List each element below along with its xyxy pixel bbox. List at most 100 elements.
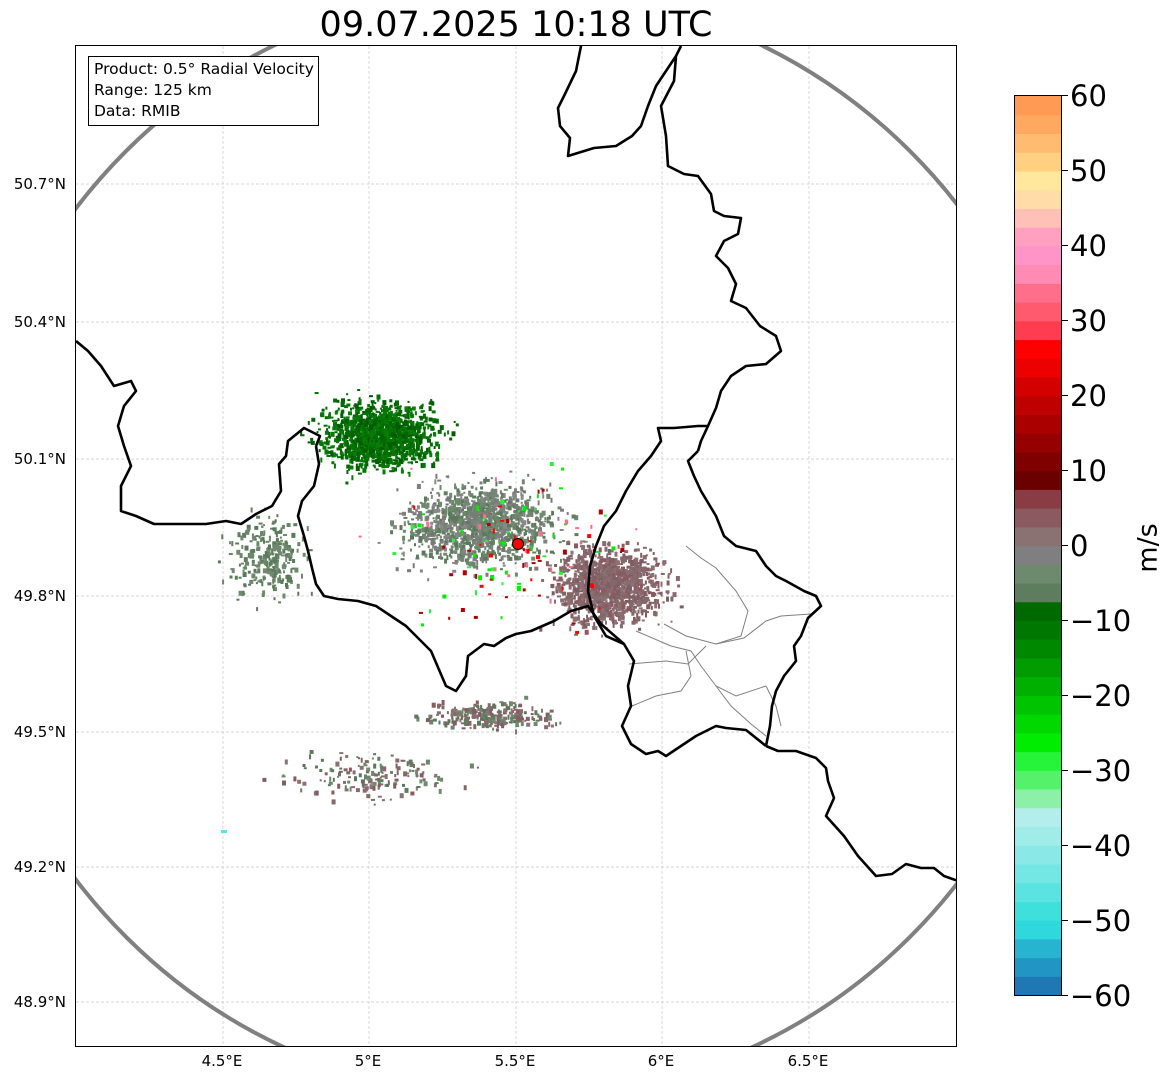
radar-pixel bbox=[363, 437, 366, 440]
radar-pixel bbox=[526, 499, 531, 502]
radar-pixel bbox=[584, 623, 588, 629]
radar-pixel bbox=[562, 581, 566, 585]
radar-pixel bbox=[577, 614, 580, 620]
radar-pixel bbox=[480, 486, 484, 490]
radar-pixel bbox=[400, 558, 405, 561]
radar-pixel bbox=[283, 534, 287, 536]
radar-pixel bbox=[605, 569, 610, 575]
radar-pixel bbox=[472, 500, 476, 506]
colorbar-band bbox=[1015, 189, 1061, 209]
radar-pixel bbox=[430, 521, 434, 525]
radar-pixel bbox=[580, 559, 583, 564]
radar-pixel bbox=[251, 573, 256, 579]
radar-pixel bbox=[346, 470, 349, 474]
radar-pixel bbox=[613, 586, 616, 590]
radar-pixel bbox=[385, 417, 390, 422]
radar-pixel bbox=[494, 724, 499, 727]
radar-pixel bbox=[324, 449, 329, 455]
colorbar-band bbox=[1015, 657, 1061, 678]
radar-pixel bbox=[453, 708, 458, 712]
radar-pixel bbox=[461, 508, 465, 512]
colorbar-tick bbox=[1062, 545, 1068, 546]
radar-pixel bbox=[581, 626, 585, 630]
radar-pixel bbox=[564, 597, 567, 603]
radar-pixel bbox=[634, 557, 639, 563]
radar-pixel bbox=[652, 602, 657, 604]
radar-pixel bbox=[327, 450, 331, 454]
radar-pixel bbox=[288, 557, 292, 561]
radar-pixel bbox=[228, 553, 233, 555]
radar-pixel bbox=[415, 423, 419, 426]
radar-pixel bbox=[290, 577, 292, 583]
radar-pixel bbox=[497, 711, 500, 717]
radar-pixel bbox=[500, 519, 505, 522]
radar-pixel bbox=[373, 466, 376, 469]
radar-pixel bbox=[582, 622, 586, 627]
radar-pixel bbox=[463, 542, 466, 545]
radar-pixel bbox=[528, 566, 532, 571]
radar-pixel bbox=[615, 608, 618, 613]
radar-pixel bbox=[515, 729, 517, 735]
radar-pixel bbox=[553, 535, 556, 540]
radar-pixel bbox=[355, 415, 360, 421]
radar-pixel bbox=[508, 721, 513, 724]
radar-pixel bbox=[532, 551, 537, 554]
radar-pixel bbox=[670, 596, 674, 602]
radar-pixel bbox=[423, 453, 427, 459]
radar-pixel bbox=[404, 439, 407, 445]
radar-pixel bbox=[396, 427, 399, 433]
radar-pixel bbox=[356, 756, 359, 759]
radar-pixel bbox=[491, 507, 495, 513]
radar-pixel bbox=[368, 778, 373, 784]
radar-pixel bbox=[414, 435, 418, 439]
radar-pixel bbox=[544, 725, 549, 730]
radar-pixel bbox=[586, 544, 590, 548]
radar-pixel bbox=[255, 571, 259, 574]
radar-pixel bbox=[646, 586, 650, 591]
radar-pixel bbox=[277, 542, 282, 546]
radar-pixel bbox=[448, 525, 452, 528]
radar-pixel bbox=[642, 556, 647, 560]
radar-pixel bbox=[261, 525, 263, 528]
radar-pixel bbox=[408, 440, 411, 445]
radar-pixel bbox=[441, 530, 446, 535]
radar-map[interactable] bbox=[75, 45, 957, 1047]
radar-pixel bbox=[472, 495, 477, 499]
radar-pixel bbox=[421, 543, 424, 546]
radar-pixel bbox=[631, 560, 635, 564]
radar-pixel bbox=[515, 725, 520, 728]
radar-pixel bbox=[390, 520, 394, 526]
radar-pixel bbox=[438, 493, 441, 497]
radar-pixel bbox=[465, 513, 470, 517]
radar-pixel bbox=[492, 515, 497, 521]
radar-pixel bbox=[470, 528, 473, 532]
radar-pixel bbox=[369, 784, 373, 790]
radar-pixel bbox=[610, 568, 615, 573]
radar-pixel bbox=[359, 450, 363, 453]
radar-pixel bbox=[629, 577, 633, 583]
radar-pixel bbox=[311, 417, 316, 422]
radar-pixel bbox=[443, 513, 447, 517]
radar-pixel bbox=[391, 432, 396, 437]
radar-pixel bbox=[256, 564, 261, 568]
radar-pixel bbox=[662, 601, 665, 604]
radar-pixel bbox=[488, 724, 492, 728]
radar-pixel bbox=[341, 409, 345, 414]
radar-pixel bbox=[420, 517, 423, 522]
radar-pixel bbox=[271, 527, 275, 530]
radar-pixel bbox=[330, 431, 335, 437]
radar-pixel bbox=[561, 570, 566, 574]
radar-pixel bbox=[497, 549, 500, 555]
radar-pixel bbox=[502, 562, 505, 565]
radar-pixel bbox=[477, 706, 480, 711]
radar-pixel bbox=[426, 502, 430, 508]
radar-pixel bbox=[513, 720, 517, 724]
radar-pixel bbox=[494, 520, 497, 525]
radar-pixel bbox=[600, 596, 604, 602]
radar-pixel bbox=[346, 771, 350, 774]
radar-pixel bbox=[523, 711, 527, 715]
radar-pixel bbox=[421, 480, 424, 483]
radar-pixel bbox=[393, 459, 397, 462]
radar-pixel bbox=[282, 774, 285, 778]
radar-pixel bbox=[346, 447, 351, 450]
